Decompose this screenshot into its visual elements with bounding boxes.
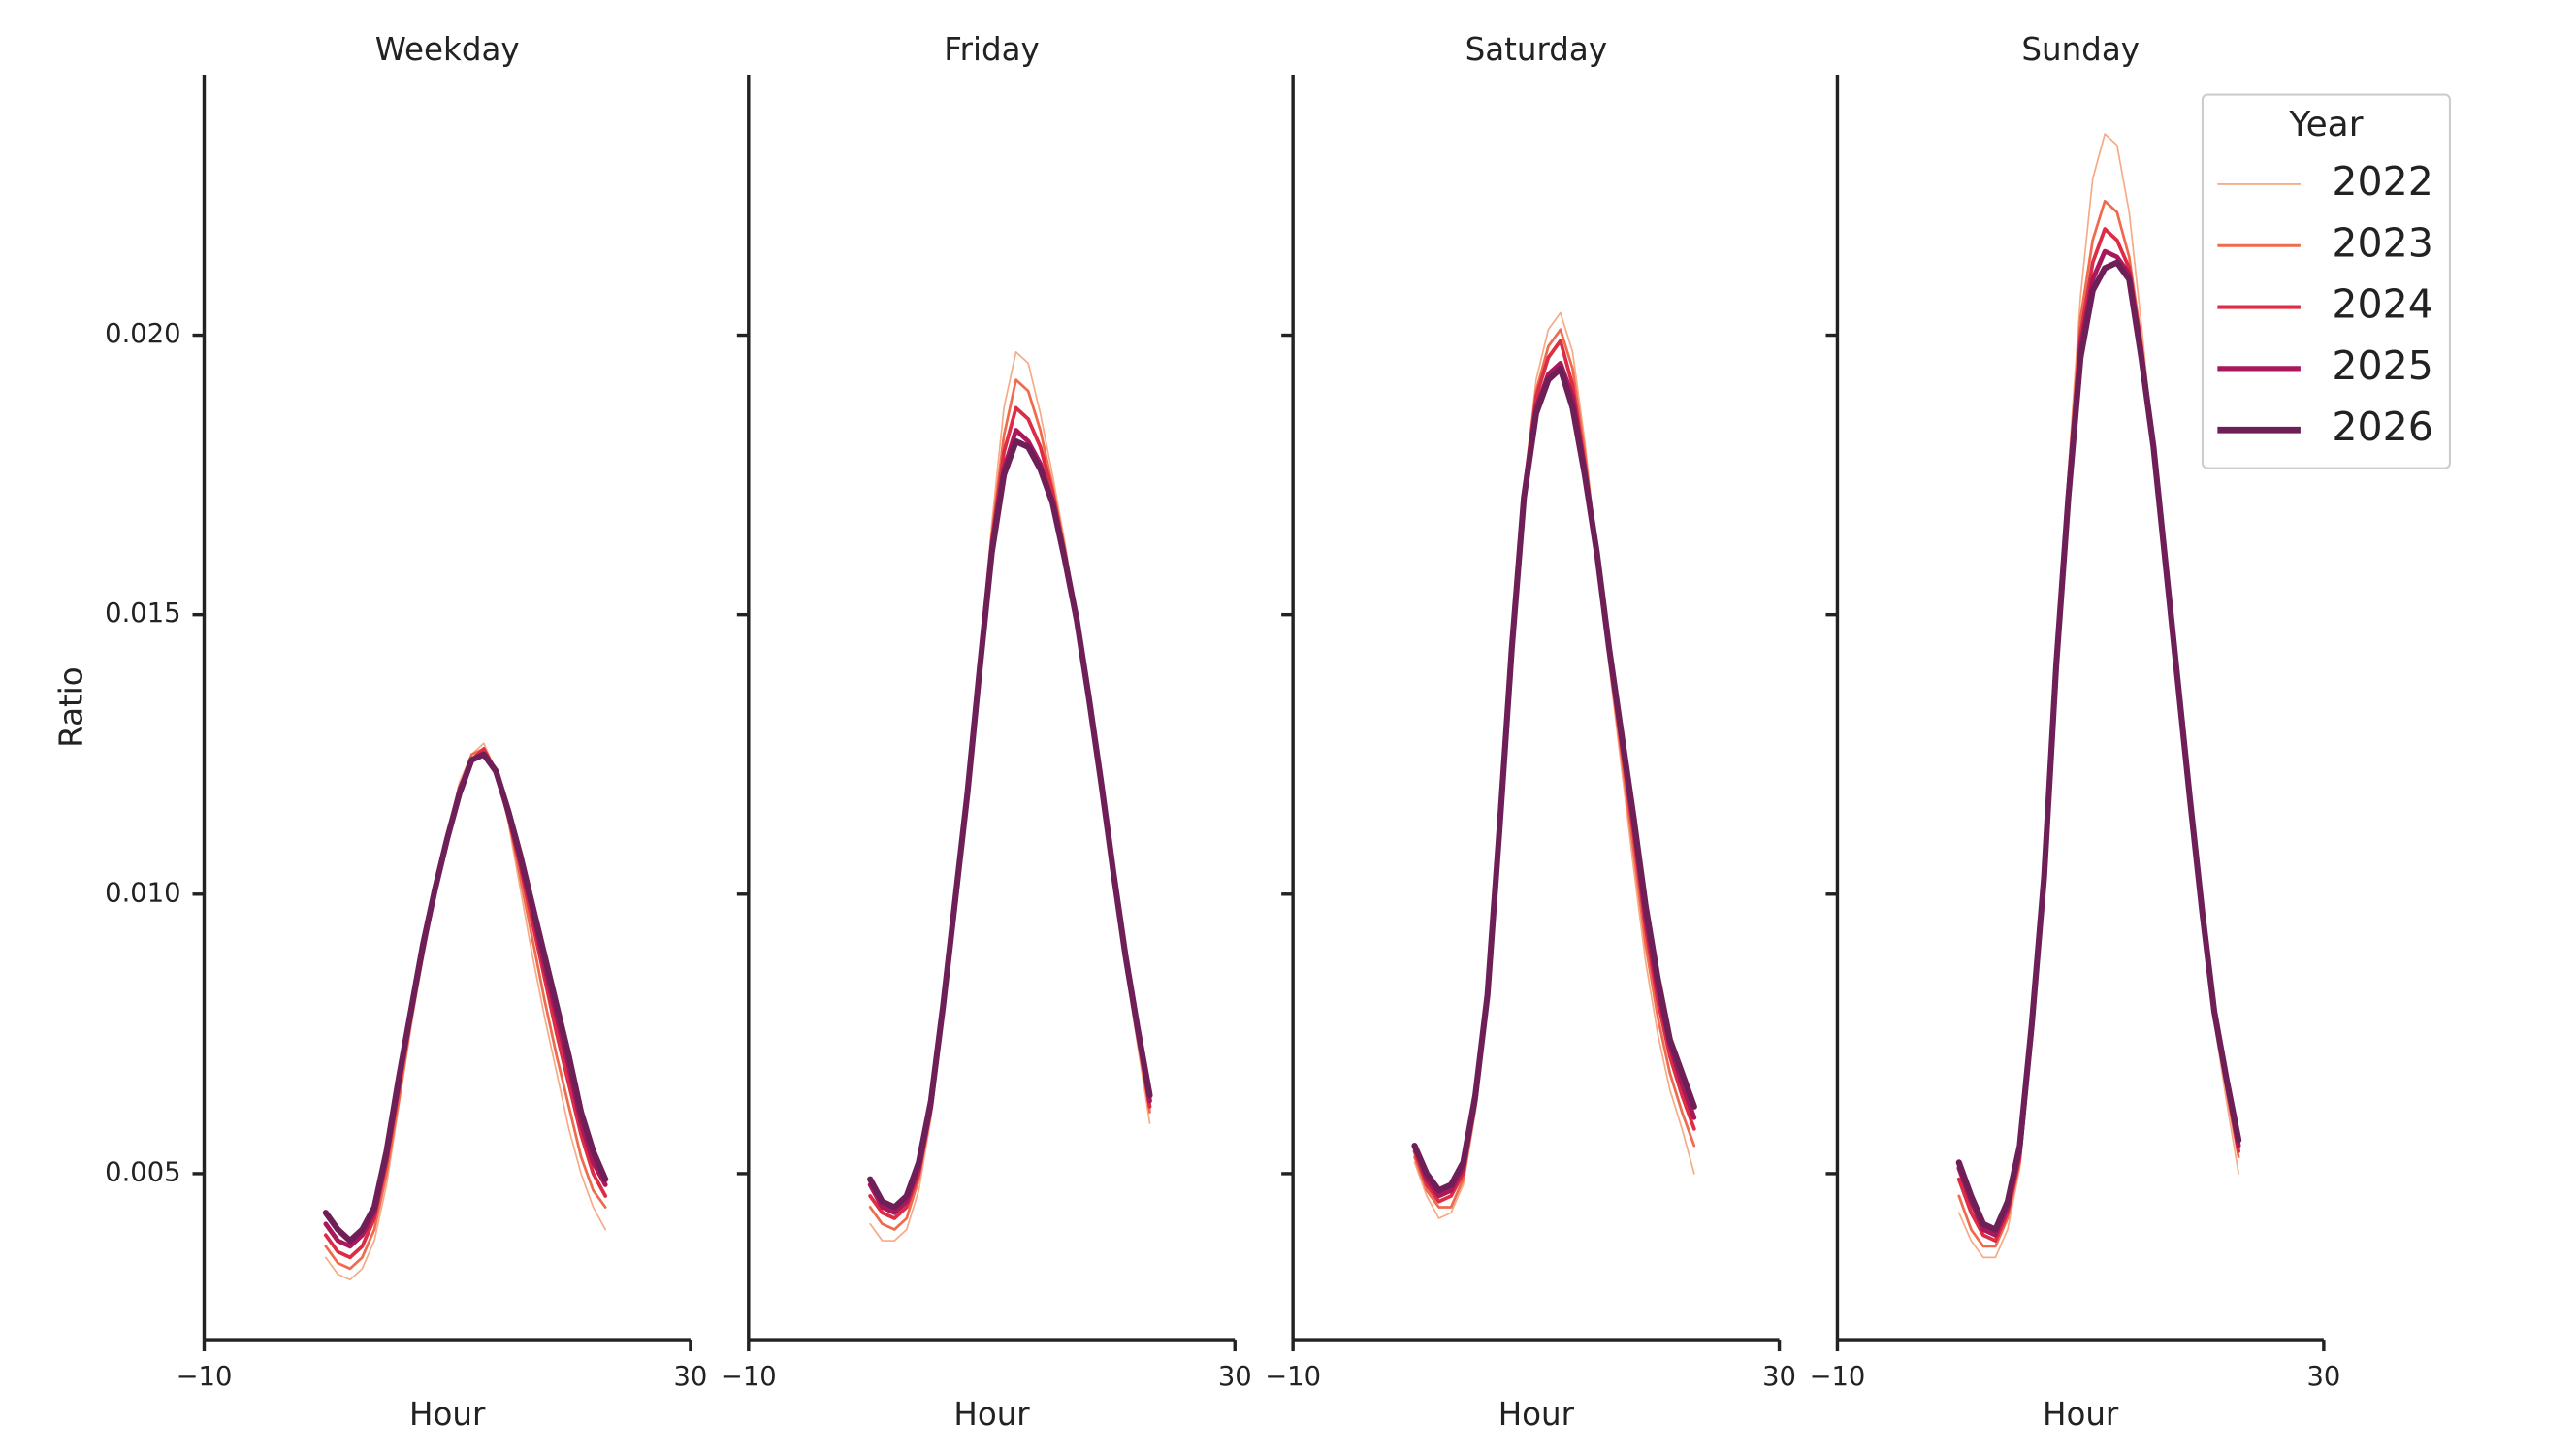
- y-tick-label: 0.005: [105, 1157, 180, 1187]
- legend-label: 2024: [2332, 281, 2433, 328]
- x-tick-label: 30: [1218, 1362, 1252, 1392]
- x-tick-label: 30: [1762, 1362, 1796, 1392]
- series-line: [323, 752, 608, 1249]
- series-line: [1957, 133, 2239, 1259]
- y-tick-label: 0.015: [105, 598, 180, 629]
- series-line: [1413, 328, 1696, 1209]
- panel-title: Weekday: [375, 31, 520, 68]
- series-line: [324, 742, 607, 1281]
- legend-label: 2025: [2332, 342, 2433, 389]
- legend-label: 2026: [2332, 404, 2433, 450]
- series-line: [868, 378, 1151, 1231]
- series-line: [1956, 248, 2241, 1238]
- legend-title: Year: [2288, 105, 2363, 145]
- x-axis-label: Hour: [953, 1396, 1030, 1433]
- legend-box: [2201, 93, 2451, 469]
- x-axis-label: Hour: [2043, 1396, 2119, 1433]
- panel-title: Friday: [944, 31, 1040, 68]
- series-line: [1412, 360, 1697, 1199]
- series-line: [1413, 311, 1695, 1219]
- series-line: [1955, 259, 2242, 1233]
- x-tick-label: 30: [673, 1362, 707, 1392]
- series-line: [324, 747, 607, 1271]
- y-tick-label: 0.010: [105, 878, 180, 908]
- x-tick-label: −10: [721, 1362, 777, 1392]
- x-axis-label: Hour: [1498, 1396, 1575, 1433]
- legend: Year 2022 2023 2024 2025 2026: [2201, 93, 2451, 469]
- panel-title: Saturday: [1465, 31, 1607, 68]
- series-line: [1957, 199, 2240, 1248]
- x-axis-label: Hour: [409, 1396, 486, 1433]
- x-tick-label: 30: [2306, 1362, 2340, 1392]
- x-tick-label: −10: [1810, 1362, 1866, 1392]
- legend-label: 2022: [2332, 158, 2433, 205]
- legend-label: 2023: [2332, 219, 2433, 266]
- series-line: [323, 747, 608, 1260]
- series-line: [869, 350, 1151, 1242]
- panel-title: Sunday: [2021, 31, 2140, 68]
- series-line: [1956, 227, 2241, 1243]
- series-line: [1412, 339, 1696, 1204]
- series-line: [1411, 366, 1697, 1194]
- series-line: [322, 751, 609, 1245]
- y-axis-label: Ratio: [52, 666, 89, 747]
- x-tick-label: −10: [177, 1362, 233, 1392]
- y-tick-label: 0.020: [105, 319, 180, 349]
- x-tick-label: −10: [1265, 1362, 1321, 1392]
- series-line: [867, 437, 1153, 1211]
